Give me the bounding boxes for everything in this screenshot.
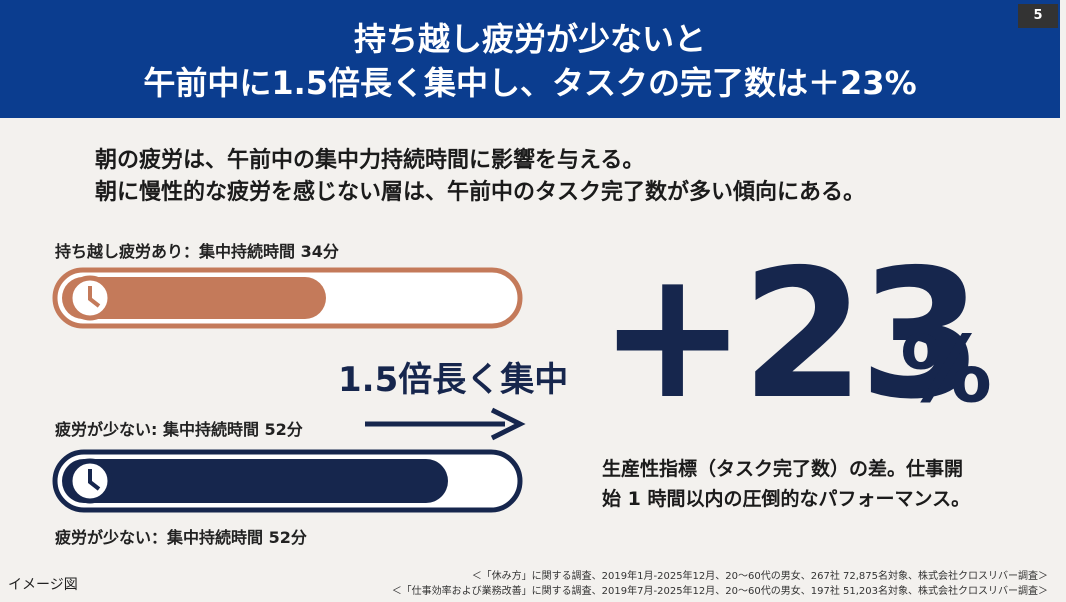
- page-number: 5: [1018, 4, 1058, 28]
- clock-hands: [88, 286, 101, 308]
- clock-hands: [88, 469, 101, 491]
- source: ＜「休み方」に関する調査、2019年1月-2025年12月、20～60代の男女、…: [471, 571, 1048, 582]
- bar-fill: [62, 459, 448, 503]
- title: 午前中に1.5倍長く集中し、タスクの完了数は＋23%: [143, 64, 917, 102]
- bar-label: 疲労が少ない：集中持続時間 52分: [55, 528, 307, 547]
- lead-text: 朝に慢性的な疲労を感じない層は、午前中のタスク完了数が多い傾向にある。: [95, 180, 866, 205]
- title: 持ち越し疲労が少ないと: [353, 20, 706, 58]
- source: ＜「仕事効率および業務改善」に関する調査、2019年7月-2025年12月、20…: [391, 586, 1048, 597]
- image-note: イメージ図: [8, 577, 78, 593]
- stat-description: 始 1 時間以内の圧倒的なパフォーマンス。: [602, 488, 971, 510]
- bar-label: 持ち越し疲労あり：集中持続時間 34分: [55, 242, 339, 261]
- bar-label: 疲労が少ない: 集中持続時間 52分: [55, 420, 303, 439]
- stat-description: 生産性指標（タスク完了数）の差。仕事開: [602, 458, 964, 480]
- header-band: [0, 0, 1060, 118]
- stat-number: +23: [598, 231, 983, 438]
- bar-fill: [62, 277, 326, 319]
- lead-text: 朝の疲労は、午前中の集中力持続時間に影響を与える。: [95, 148, 645, 173]
- stat-unit: %: [900, 316, 993, 423]
- callout: 1.5倍長く集中: [338, 360, 569, 400]
- arrow-head: [490, 407, 526, 441]
